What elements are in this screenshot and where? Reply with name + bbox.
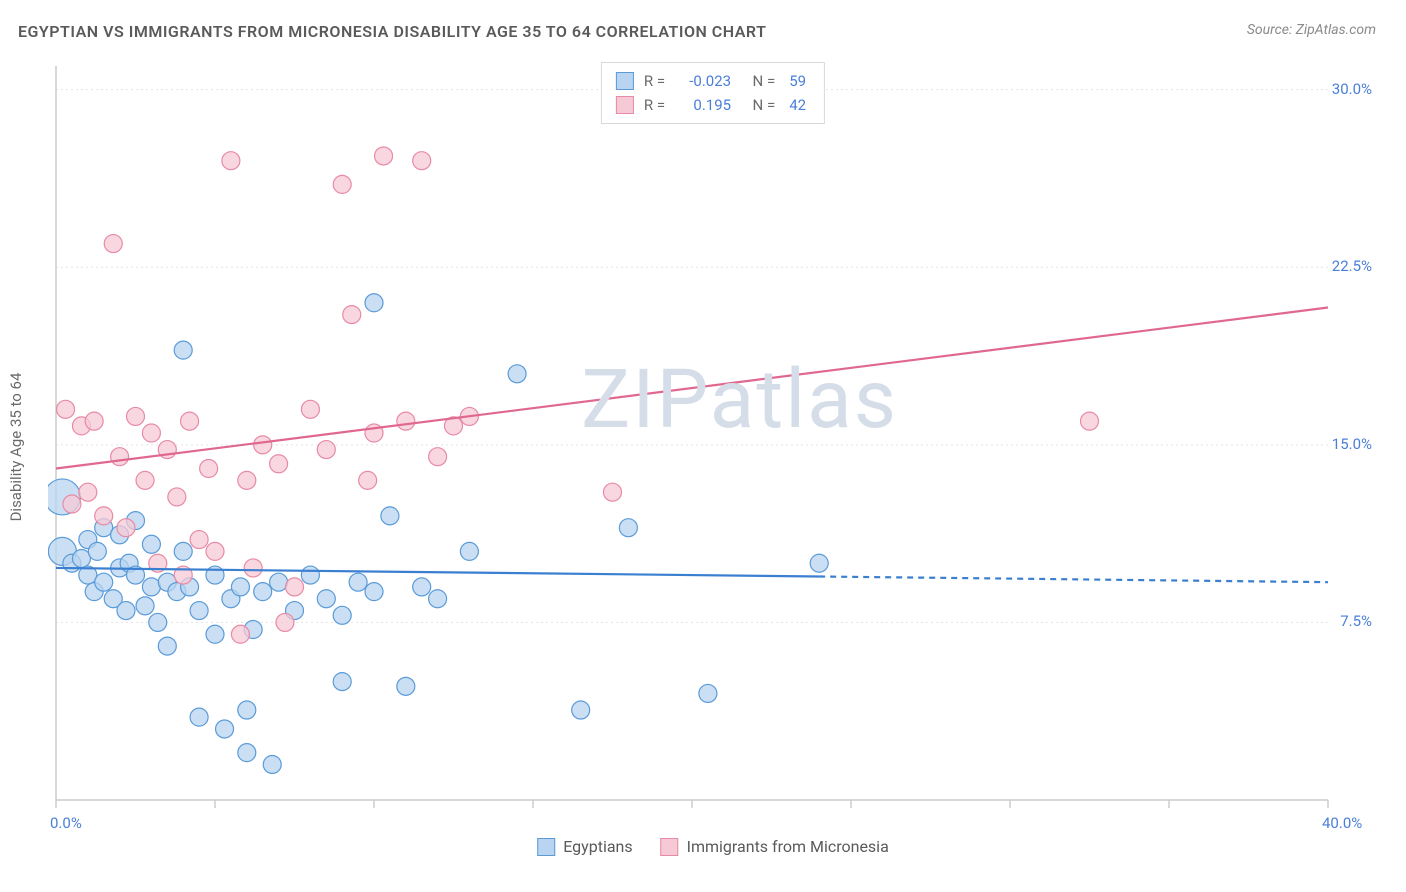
y-tick-label: 30.0% xyxy=(1332,80,1372,98)
y-tick-label: 15.0% xyxy=(1332,435,1372,453)
x-tick-label: 0.0% xyxy=(50,814,82,832)
legend-swatch xyxy=(537,838,555,856)
series-legend: Egyptians Immigrants from Micronesia xyxy=(537,837,889,856)
legend-stat-row: R = 0.195 N = 42 xyxy=(616,93,810,117)
legend-swatch xyxy=(616,96,634,114)
legend-stat-row: R = -0.023 N = 59 xyxy=(616,69,810,93)
chart-title: EGYPTIAN VS IMMIGRANTS FROM MICRONESIA D… xyxy=(18,22,766,41)
y-axis-label: Disability Age 35 to 64 xyxy=(7,373,25,522)
legend-series-label: Immigrants from Micronesia xyxy=(687,837,889,856)
x-tick-label: 40.0% xyxy=(1322,814,1362,832)
scatter-plot xyxy=(48,58,1378,818)
correlation-legend: R = -0.023 N = 59R = 0.195 N = 42 xyxy=(601,62,825,124)
chart-container: Disability Age 35 to 64 ZIPatlas R = -0.… xyxy=(48,58,1378,818)
legend-series-label: Egyptians xyxy=(563,837,632,856)
y-tick-label: 22.5% xyxy=(1332,257,1372,275)
source-attribution: Source: ZipAtlas.com xyxy=(1247,22,1376,38)
legend-series-item: Immigrants from Micronesia xyxy=(661,837,889,856)
legend-series-item: Egyptians xyxy=(537,837,632,856)
legend-swatch xyxy=(616,72,634,90)
legend-swatch xyxy=(661,838,679,856)
y-tick-label: 7.5% xyxy=(1340,612,1372,630)
